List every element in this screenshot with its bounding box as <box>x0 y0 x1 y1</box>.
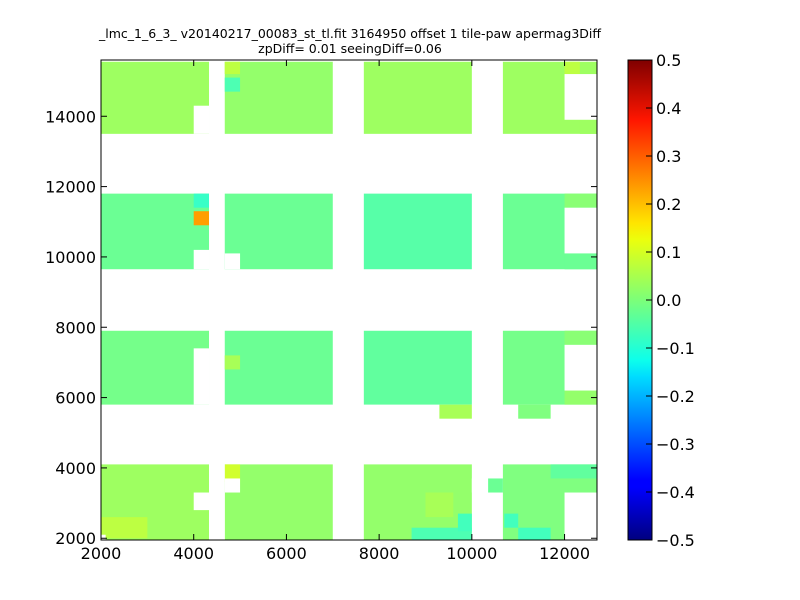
empty-region <box>471 478 489 493</box>
x-tick-label: 12000 <box>539 544 590 563</box>
heatmap-tile <box>101 330 210 405</box>
heatmap-tile <box>363 61 472 134</box>
plot-area <box>101 61 597 540</box>
colorbar-tick-label: −0.3 <box>656 435 695 454</box>
heatmap-cell <box>439 404 472 419</box>
y-tick-label: 12000 <box>45 178 96 197</box>
heatmap-tile <box>224 464 333 540</box>
heatmap-cell <box>564 390 597 405</box>
heatmap-cell <box>224 355 241 370</box>
colorbar-tick-label: −0.4 <box>656 483 695 502</box>
heatmap-tile <box>224 330 333 405</box>
empty-region <box>193 249 210 270</box>
colorbar-tick-label: 0.2 <box>656 195 681 214</box>
heatmap-cell <box>518 404 551 419</box>
heatmap-tile <box>363 464 472 540</box>
heatmap-tile <box>101 193 210 270</box>
heatmap-tile <box>363 330 472 405</box>
heatmap-cell <box>579 119 597 134</box>
empty-region <box>101 534 106 540</box>
colorbar-tick-label: 0.5 <box>656 51 681 70</box>
y-tick-label: 14000 <box>45 107 96 126</box>
chart-title-line-1: _lmc_1_6_3_ v20140217_00083_st_tl.fit 31… <box>98 26 602 41</box>
heatmap-cell <box>488 478 503 493</box>
colorbar-tick-label: −0.5 <box>656 531 695 550</box>
empty-region <box>224 253 241 270</box>
heatmap-tile <box>101 61 210 134</box>
heatmap-cell <box>564 253 597 270</box>
x-tick-label: 2000 <box>81 544 122 563</box>
empty-region <box>564 74 597 120</box>
heatmap-cell <box>550 464 597 479</box>
heatmap-cell <box>224 77 241 92</box>
empty-region <box>193 492 210 511</box>
heatmap-cell <box>564 61 580 75</box>
heatmap-cell <box>101 517 148 539</box>
empty-region <box>193 105 210 134</box>
heatmap-cell <box>224 61 241 75</box>
colorbar-tick-label: 0.4 <box>656 99 681 118</box>
heatmap-cell <box>425 492 454 518</box>
empty-region <box>564 344 597 391</box>
x-axis: 2000 4000 6000 8000 10000 12000 <box>81 60 590 563</box>
colorbar-tick-label: 0.3 <box>656 147 681 166</box>
y-tick-label: 2000 <box>55 529 96 548</box>
plot-frame <box>100 59 598 541</box>
empty-region <box>209 464 225 540</box>
y-tick-label: 4000 <box>55 459 96 478</box>
x-tick-label: 10000 <box>446 544 497 563</box>
heatmap-cell <box>224 464 241 482</box>
colorbar-tick-label: −0.2 <box>656 387 695 406</box>
heatmap-cell <box>193 193 210 208</box>
heatmap-cell <box>457 513 472 532</box>
x-tick-label: 6000 <box>266 544 307 563</box>
heatmap-tile <box>224 61 333 134</box>
colorbar-tick-label: −0.1 <box>656 339 695 358</box>
colorbar-axis: 0.5 0.4 0.3 0.2 0.1 0.0 −0.1 −0.2 −0.3 −0.4 −0.5 <box>646 51 695 550</box>
x-tick-label: 8000 <box>359 544 400 563</box>
heatmap-cell <box>193 211 210 226</box>
x-tick-label: 4000 <box>173 544 214 563</box>
heatmap-tile <box>224 193 333 270</box>
y-axis: 2000 4000 6000 8000 10000 12000 14000 <box>45 107 597 548</box>
heatmap-cell <box>504 513 519 528</box>
heatmap-tile <box>363 193 472 270</box>
empty-region <box>224 478 241 493</box>
heatmap-cell <box>411 527 472 540</box>
y-tick-label: 10000 <box>45 248 96 267</box>
empty-region <box>564 207 597 254</box>
colorbar-tick-label: 0.1 <box>656 243 681 262</box>
empty-region <box>564 492 597 540</box>
y-tick-label: 8000 <box>55 318 96 337</box>
empty-region <box>193 348 210 405</box>
chart-title-line-2: zpDiff= 0.01 seeingDiff=0.06 <box>258 41 442 56</box>
heatmap-cell <box>518 527 551 540</box>
heatmap-cell <box>564 330 597 345</box>
y-tick-label: 6000 <box>55 389 96 408</box>
heatmap-cell <box>564 193 597 208</box>
colorbar-tick-label: 0.0 <box>656 291 681 310</box>
